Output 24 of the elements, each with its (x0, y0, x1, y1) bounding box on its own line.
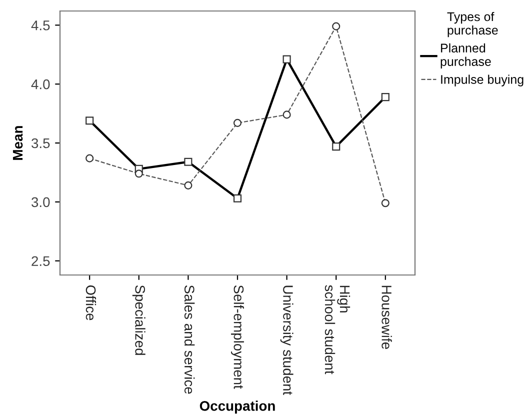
point (282, 110, 291, 119)
x-tick-label: High school student (324, 285, 350, 374)
x-tick-label: Self-employment (231, 285, 244, 389)
point (381, 199, 390, 208)
y-tick-label: 4.5 (31, 20, 50, 30)
y-axis-title: Mean (12, 126, 23, 160)
x-tick-label: Specialized (132, 285, 146, 355)
x-axis-title: Occupation (200, 400, 275, 414)
point (134, 170, 143, 178)
legend-label: Impulse buying (441, 74, 524, 86)
x-tick-label: Office (86, 285, 96, 320)
y-tick-label: 2.5 (32, 256, 50, 266)
y-tick-label: 3.5 (32, 138, 50, 148)
point (86, 154, 94, 162)
y-tick-label: 3.0 (32, 197, 50, 208)
point (184, 181, 192, 190)
x-tick-label: Housewife (382, 286, 392, 349)
x-tick-label: University student (280, 286, 294, 396)
x-tick-label: Sales and service (184, 285, 195, 394)
y-tick-label: 4.0 (31, 79, 50, 90)
point (332, 22, 340, 30)
legend-title: Types of purchase (447, 12, 498, 38)
point (233, 118, 242, 127)
legend-label: Planned purchase (440, 43, 491, 68)
